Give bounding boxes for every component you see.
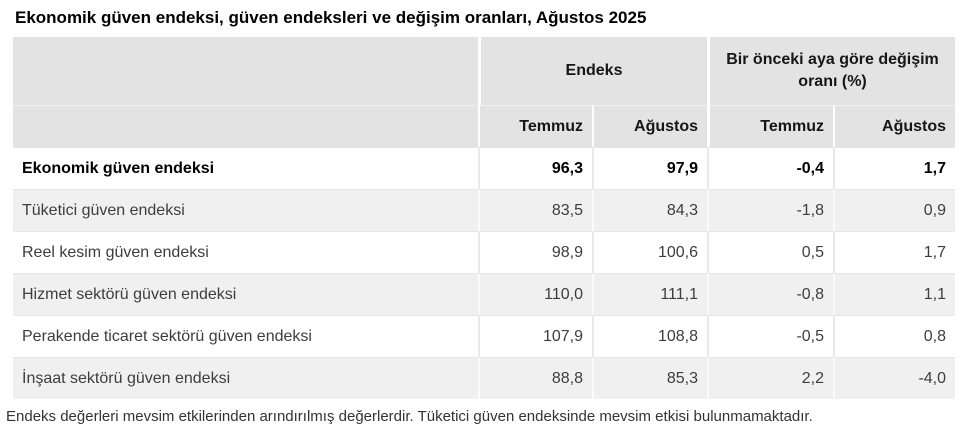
row-label: Perakende ticaret sektörü güven endeksi <box>13 315 478 357</box>
cell-change-temmuz: -0,5 <box>707 315 834 357</box>
cell-change-agustos: -4,0 <box>833 357 956 399</box>
cell-endeks-temmuz: 83,5 <box>478 189 592 231</box>
row-label: Reel kesim güven endeksi <box>13 231 478 273</box>
cell-endeks-temmuz: 110,0 <box>478 273 592 315</box>
cell-endeks-agustos: 84,3 <box>592 189 708 231</box>
header-group-endeks: Endeks <box>478 37 708 105</box>
cell-change-temmuz: 0,5 <box>707 231 834 273</box>
cell-endeks-temmuz: 98,9 <box>478 231 592 273</box>
table-header: Endeks Bir önceki aya göre değişim oranı… <box>13 37 956 147</box>
cell-change-agustos: 1,1 <box>833 273 956 315</box>
table-row-hizmet: Hizmet sektörü güven endeksi 110,0 111,1… <box>13 273 956 315</box>
header-corner-cell-2 <box>13 105 478 147</box>
col-header-endeks-agustos: Ağustos <box>592 105 708 147</box>
cell-change-agustos: 0,9 <box>833 189 956 231</box>
cell-endeks-agustos: 111,1 <box>592 273 708 315</box>
header-columns-row: Temmuz Ağustos Temmuz Ağustos <box>13 105 956 147</box>
header-group-row: Endeks Bir önceki aya göre değişim oranı… <box>13 37 956 105</box>
row-label: Tüketici güven endeksi <box>13 189 478 231</box>
cell-change-agustos: 1,7 <box>833 147 956 189</box>
confidence-index-table: Endeks Bir önceki aya göre değişim oranı… <box>13 37 956 399</box>
cell-change-temmuz: -1,8 <box>707 189 834 231</box>
table-row-reel-kesim: Reel kesim güven endeksi 98,9 100,6 0,5 … <box>13 231 956 273</box>
table-row-perakende: Perakende ticaret sektörü güven endeksi … <box>13 315 956 357</box>
cell-change-agustos: 1,7 <box>833 231 956 273</box>
cell-endeks-agustos: 108,8 <box>592 315 708 357</box>
cell-change-temmuz: -0,8 <box>707 273 834 315</box>
cell-endeks-temmuz: 96,3 <box>478 147 592 189</box>
row-label: Ekonomik güven endeksi <box>13 147 478 189</box>
row-label: Hizmet sektörü güven endeksi <box>13 273 478 315</box>
page-title: Ekonomik güven endeksi, güven endeksleri… <box>15 8 647 27</box>
cell-change-temmuz: -0,4 <box>707 147 834 189</box>
header-corner-cell <box>13 37 478 105</box>
table-row-tuketici: Tüketici güven endeksi 83,5 84,3 -1,8 0,… <box>13 189 956 231</box>
table-container: Endeks Bir önceki aya göre değişim oranı… <box>13 37 956 399</box>
cell-endeks-temmuz: 88,8 <box>478 357 592 399</box>
cell-endeks-agustos: 85,3 <box>592 357 708 399</box>
col-header-endeks-temmuz: Temmuz <box>478 105 592 147</box>
cell-endeks-agustos: 100,6 <box>592 231 708 273</box>
cell-endeks-temmuz: 107,9 <box>478 315 592 357</box>
table-row-insaat: İnşaat sektörü güven endeksi 88,8 85,3 2… <box>13 357 956 399</box>
cell-endeks-agustos: 97,9 <box>592 147 708 189</box>
header-group-change-rate: Bir önceki aya göre değişim oranı (%) <box>707 37 956 105</box>
cell-change-agustos: 0,8 <box>833 315 956 357</box>
row-label: İnşaat sektörü güven endeksi <box>13 357 478 399</box>
col-header-change-agustos: Ağustos <box>833 105 956 147</box>
col-header-change-temmuz: Temmuz <box>707 105 834 147</box>
table-body: Ekonomik güven endeksi 96,3 97,9 -0,4 1,… <box>13 147 956 399</box>
cell-change-temmuz: 2,2 <box>707 357 834 399</box>
table-row-ekonomik: Ekonomik güven endeksi 96,3 97,9 -0,4 1,… <box>13 147 956 189</box>
table-footnote: Endeks değerleri mevsim etkilerinden arı… <box>6 408 813 425</box>
